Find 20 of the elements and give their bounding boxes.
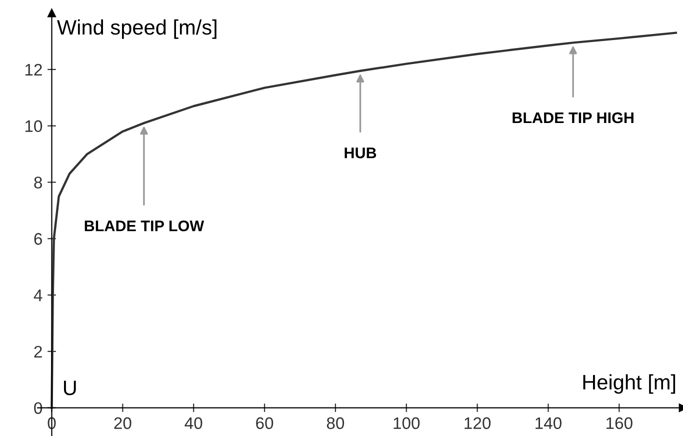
annotation: BLADE TIP HIGH [512, 112, 634, 124]
x-tick-label: 80 [326, 417, 344, 430]
y-tick-label: 2 [34, 346, 42, 358]
x-tick-label: 60 [256, 417, 274, 430]
y-tick-label: 6 [34, 233, 42, 245]
annotation: BLADE TIP LOW [84, 220, 204, 232]
x-tick-label: 120 [464, 417, 491, 430]
y-axis-title: Wind speed [m/s] [57, 19, 216, 39]
x-tick-label: 140 [536, 417, 562, 430]
annotation: HUB [344, 148, 376, 158]
y-tick-label: 10 [25, 120, 42, 132]
y-tick-label: 4 [34, 290, 42, 302]
x-tick-label: 100 [394, 417, 420, 430]
x-tick-label: 160 [606, 417, 632, 430]
y-tick-label: 12 [25, 64, 42, 76]
annotation: U [64, 380, 76, 396]
x-axis-title: Height [m] [583, 374, 676, 394]
x-tick-label: 40 [184, 417, 202, 430]
x-tick-label: 20 [114, 417, 132, 430]
y-tick-label: 8 [34, 176, 42, 188]
